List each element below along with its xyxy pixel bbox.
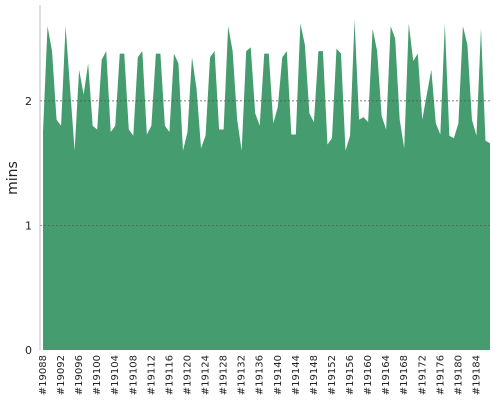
x-tick-label: #19116 (164, 355, 175, 395)
x-tick-label: #19112 (146, 355, 157, 395)
y-axis-label: mins (5, 161, 21, 195)
x-tick-label: #19184 (471, 355, 482, 395)
x-tick-label: #19156 (345, 355, 356, 395)
x-tick-label: #19124 (201, 355, 212, 395)
x-tick-label: #19092 (56, 355, 67, 395)
x-tick-label: #19136 (255, 355, 266, 395)
x-tick-label: #19160 (363, 355, 374, 395)
x-tick-label: #19120 (182, 355, 193, 395)
x-tick-label: #19148 (309, 355, 320, 395)
x-tick-label: #19088 (38, 355, 49, 395)
x-tick-label: #19164 (381, 355, 392, 395)
x-tick-label: #19176 (435, 355, 446, 395)
y-tick-label: 2 (25, 95, 32, 108)
x-tick-label: #19108 (128, 355, 139, 395)
x-tick-label: #19144 (291, 355, 302, 395)
area (43, 19, 490, 350)
x-tick-label: #19152 (327, 355, 338, 395)
y-tick-label: 0 (25, 344, 32, 357)
x-tick-label: #19168 (399, 355, 410, 395)
x-tick-label: #19096 (74, 355, 85, 395)
x-tick-label: #19100 (92, 355, 103, 395)
x-tick-label: #19104 (110, 355, 121, 395)
x-tick-label: #19140 (273, 355, 284, 395)
x-tick-label: #19180 (453, 355, 464, 395)
x-tick-label: #19132 (237, 355, 248, 395)
x-tick-label: #19128 (219, 355, 230, 395)
x-tick-label: #19172 (417, 355, 428, 395)
y-tick-label: 1 (25, 219, 32, 232)
